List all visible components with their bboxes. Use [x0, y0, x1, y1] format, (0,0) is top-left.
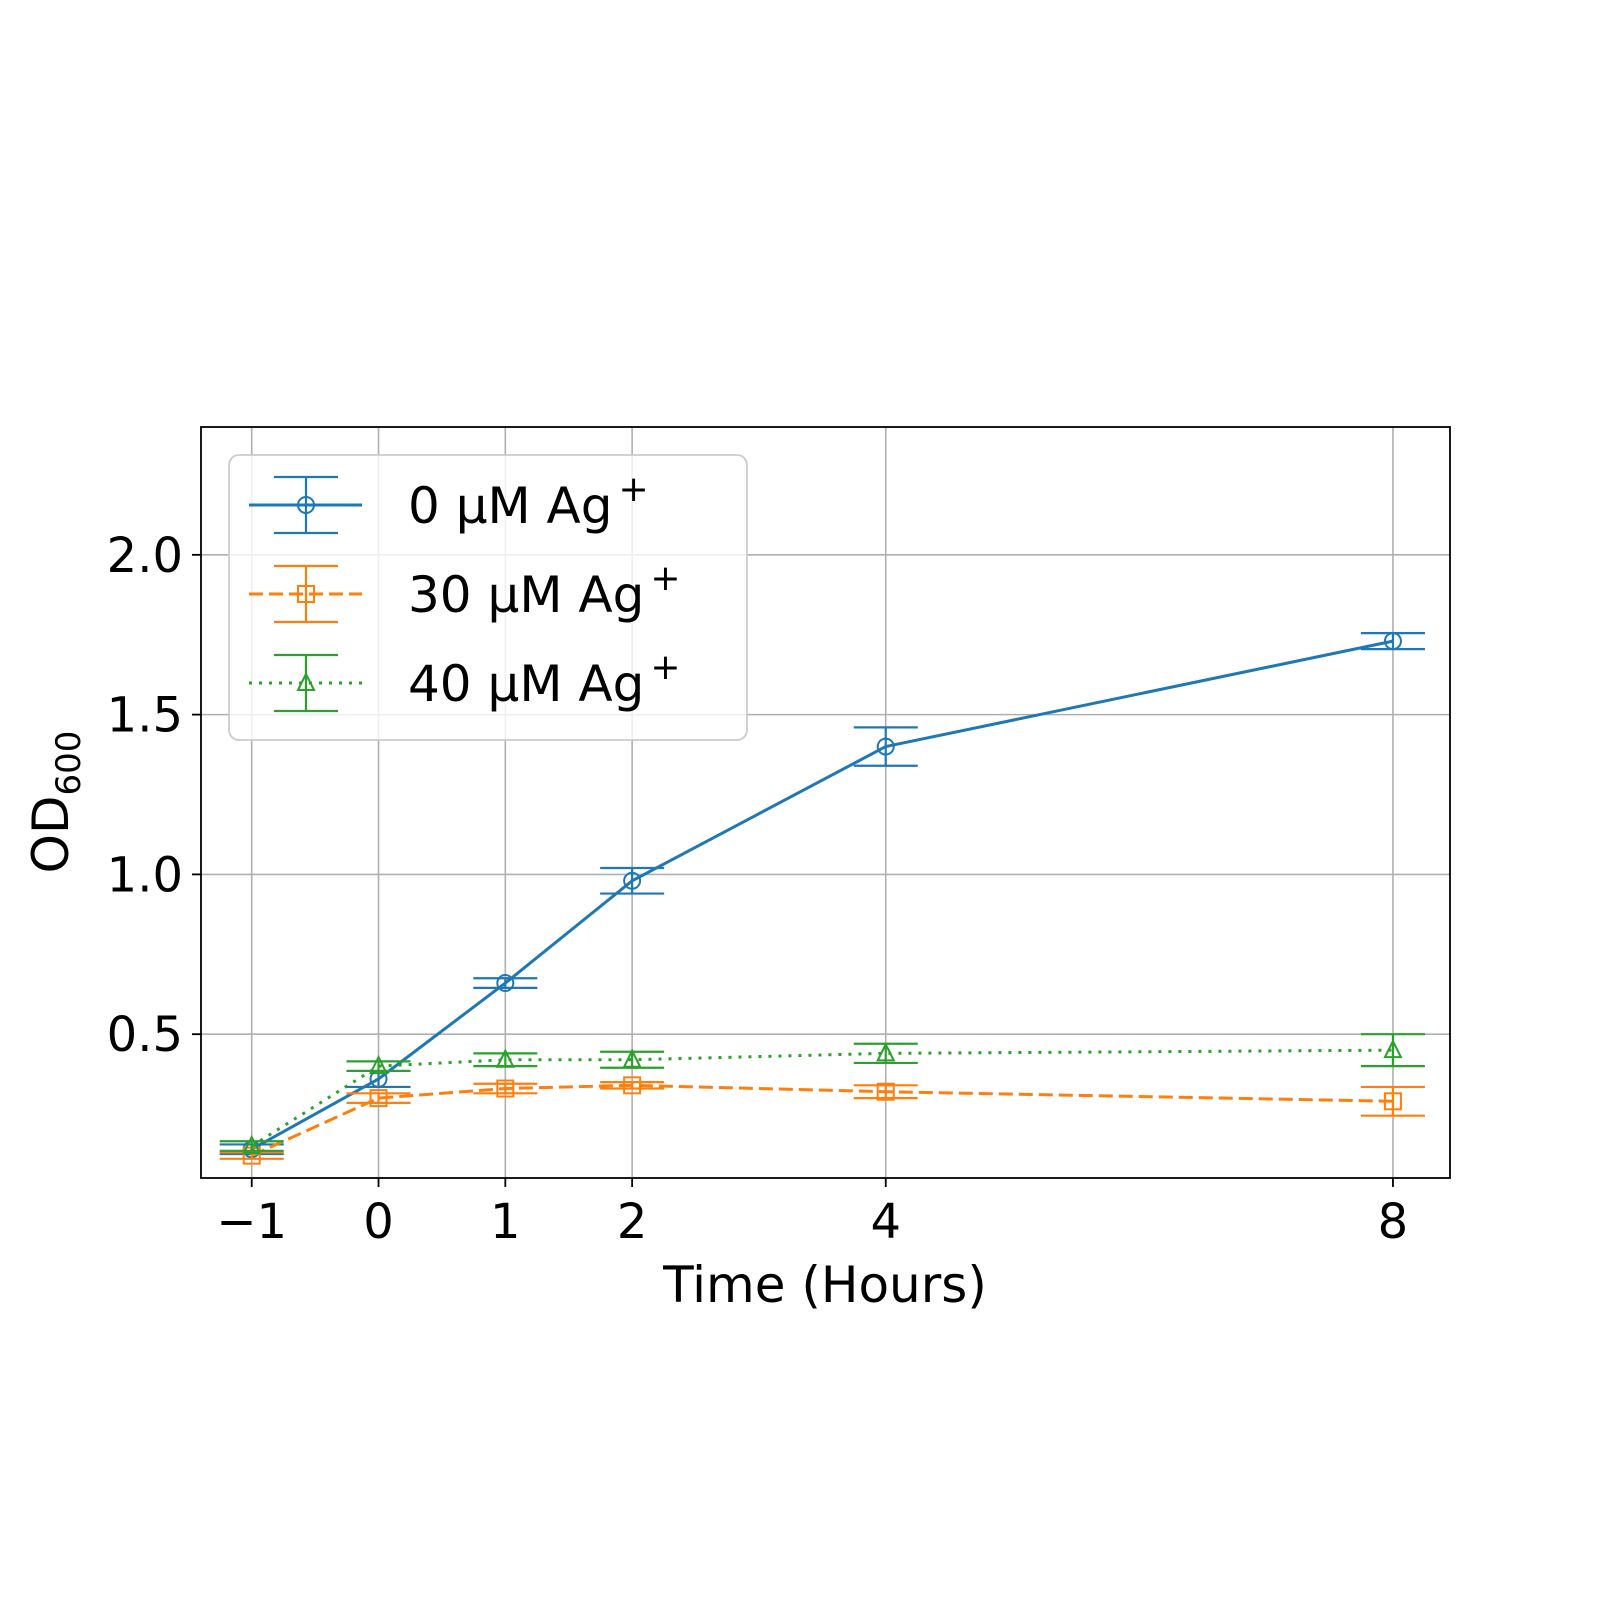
- x-tick-label: 4: [870, 1194, 901, 1250]
- x-tick-label: 8: [1378, 1194, 1409, 1250]
- data-point-triangle: [495, 1048, 515, 1068]
- series-layer: [219, 632, 1425, 1165]
- data-point-square: [1383, 1092, 1402, 1111]
- legend-label-text: 0 μM Ag: [408, 477, 613, 535]
- series-group: [219, 1033, 1425, 1155]
- y-axis-label-subscript: 600: [49, 731, 89, 796]
- legend-label-superscript: +: [650, 647, 680, 688]
- data-point-triangle: [242, 1134, 262, 1155]
- legend-label-superscript: +: [650, 558, 680, 599]
- legend-label-text: 40 μM Ag: [408, 655, 644, 713]
- data-point-triangle: [296, 671, 316, 691]
- plot-frame: [200, 426, 1451, 1179]
- data-point-square: [297, 585, 315, 603]
- data-point-triangle: [368, 1054, 389, 1075]
- data-point-circle: [297, 496, 315, 514]
- y-tick-label: 2.0: [107, 528, 183, 584]
- y-tick-label: 1.5: [107, 688, 183, 744]
- legend-entry: 40 μM Ag +: [249, 647, 680, 713]
- x-tick-label: −1: [216, 1194, 287, 1250]
- data-point-triangle: [1383, 1038, 1403, 1059]
- legend-label: 0 μM Ag +: [408, 469, 649, 535]
- data-point-circle: [496, 974, 515, 993]
- legend-entry: 0 μM Ag +: [249, 469, 649, 535]
- x-tick-label: 1: [490, 1194, 521, 1250]
- y-axis-label-main: OD: [22, 796, 80, 874]
- legend-entries: 0 μM Ag +30 μM Ag +40 μM Ag +: [249, 469, 680, 713]
- legend-entry: 30 μM Ag +: [249, 558, 680, 624]
- legend-label-text: 30 μM Ag: [408, 566, 644, 624]
- legend-label: 30 μM Ag +: [408, 558, 680, 624]
- data-point-triangle: [876, 1042, 896, 1062]
- y-tick-label: 1.0: [107, 847, 183, 903]
- data-point-circle: [876, 737, 895, 756]
- data-point-circle: [623, 871, 642, 890]
- data-point-square: [369, 1089, 388, 1108]
- data-point-square: [623, 1076, 642, 1095]
- legend-frame: [228, 454, 748, 741]
- data-point-triangle: [622, 1048, 642, 1068]
- x-tick-label: 0: [363, 1194, 394, 1250]
- legend-label-superscript: +: [619, 469, 649, 510]
- legend-label: 40 μM Ag +: [408, 647, 680, 713]
- y-tick-label: 0.5: [107, 1007, 183, 1063]
- y-axis-label: OD600: [22, 731, 89, 874]
- series-line: [250, 639, 1394, 1151]
- data-point-square: [496, 1079, 515, 1098]
- x-tick-label: 2: [617, 1194, 648, 1250]
- x-axis-label: Time (Hours): [662, 1256, 987, 1314]
- data-point-circle: [1383, 632, 1402, 651]
- legend: 0 μM Ag +30 μM Ag +40 μM Ag +: [228, 454, 748, 741]
- tick-layer: −1 0 1 2 4 8 0.5 1.0 1.5 2.0: [107, 528, 1409, 1250]
- series-line: [251, 1083, 1393, 1157]
- series-line: [250, 1048, 1393, 1148]
- data-point-square: [876, 1082, 895, 1101]
